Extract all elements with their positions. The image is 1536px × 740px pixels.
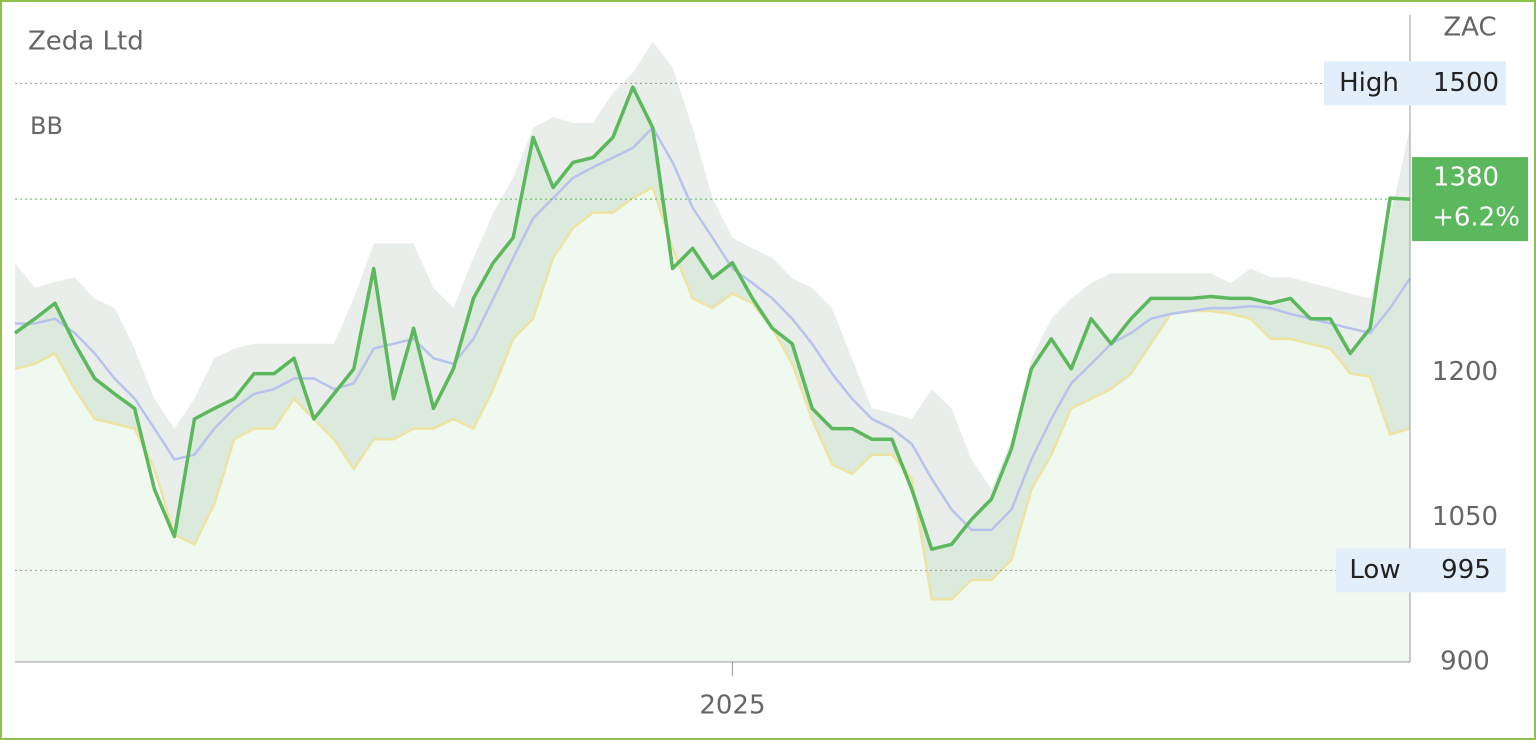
high-tag-bg	[1324, 61, 1506, 106]
price-area	[15, 87, 1410, 662]
y-tick-label: 1050	[1432, 502, 1498, 532]
x-tick-label: 2025	[699, 691, 765, 721]
high-tag-value: 1500	[1433, 68, 1499, 98]
high-tag-label: High	[1339, 68, 1399, 98]
currency-label: ZAC	[1443, 13, 1496, 43]
y-tick-label: 900	[1440, 647, 1490, 677]
last-tag-value: 1380	[1433, 163, 1499, 193]
low-tag-bg	[1336, 548, 1506, 593]
middle-band-line	[15, 125, 1412, 532]
low-tag-value: 995	[1441, 555, 1491, 585]
chart-title: Zeda Ltd	[28, 27, 144, 57]
plot	[13, 41, 1412, 662]
low-tag-label: Low	[1349, 555, 1400, 585]
indicator-label: BB	[30, 112, 63, 140]
last-tag-bg	[1412, 157, 1528, 242]
price-line	[13, 85, 1411, 551]
y-tick-label: 1200	[1432, 357, 1498, 387]
last-tag-change: +6.2%	[1432, 203, 1520, 233]
